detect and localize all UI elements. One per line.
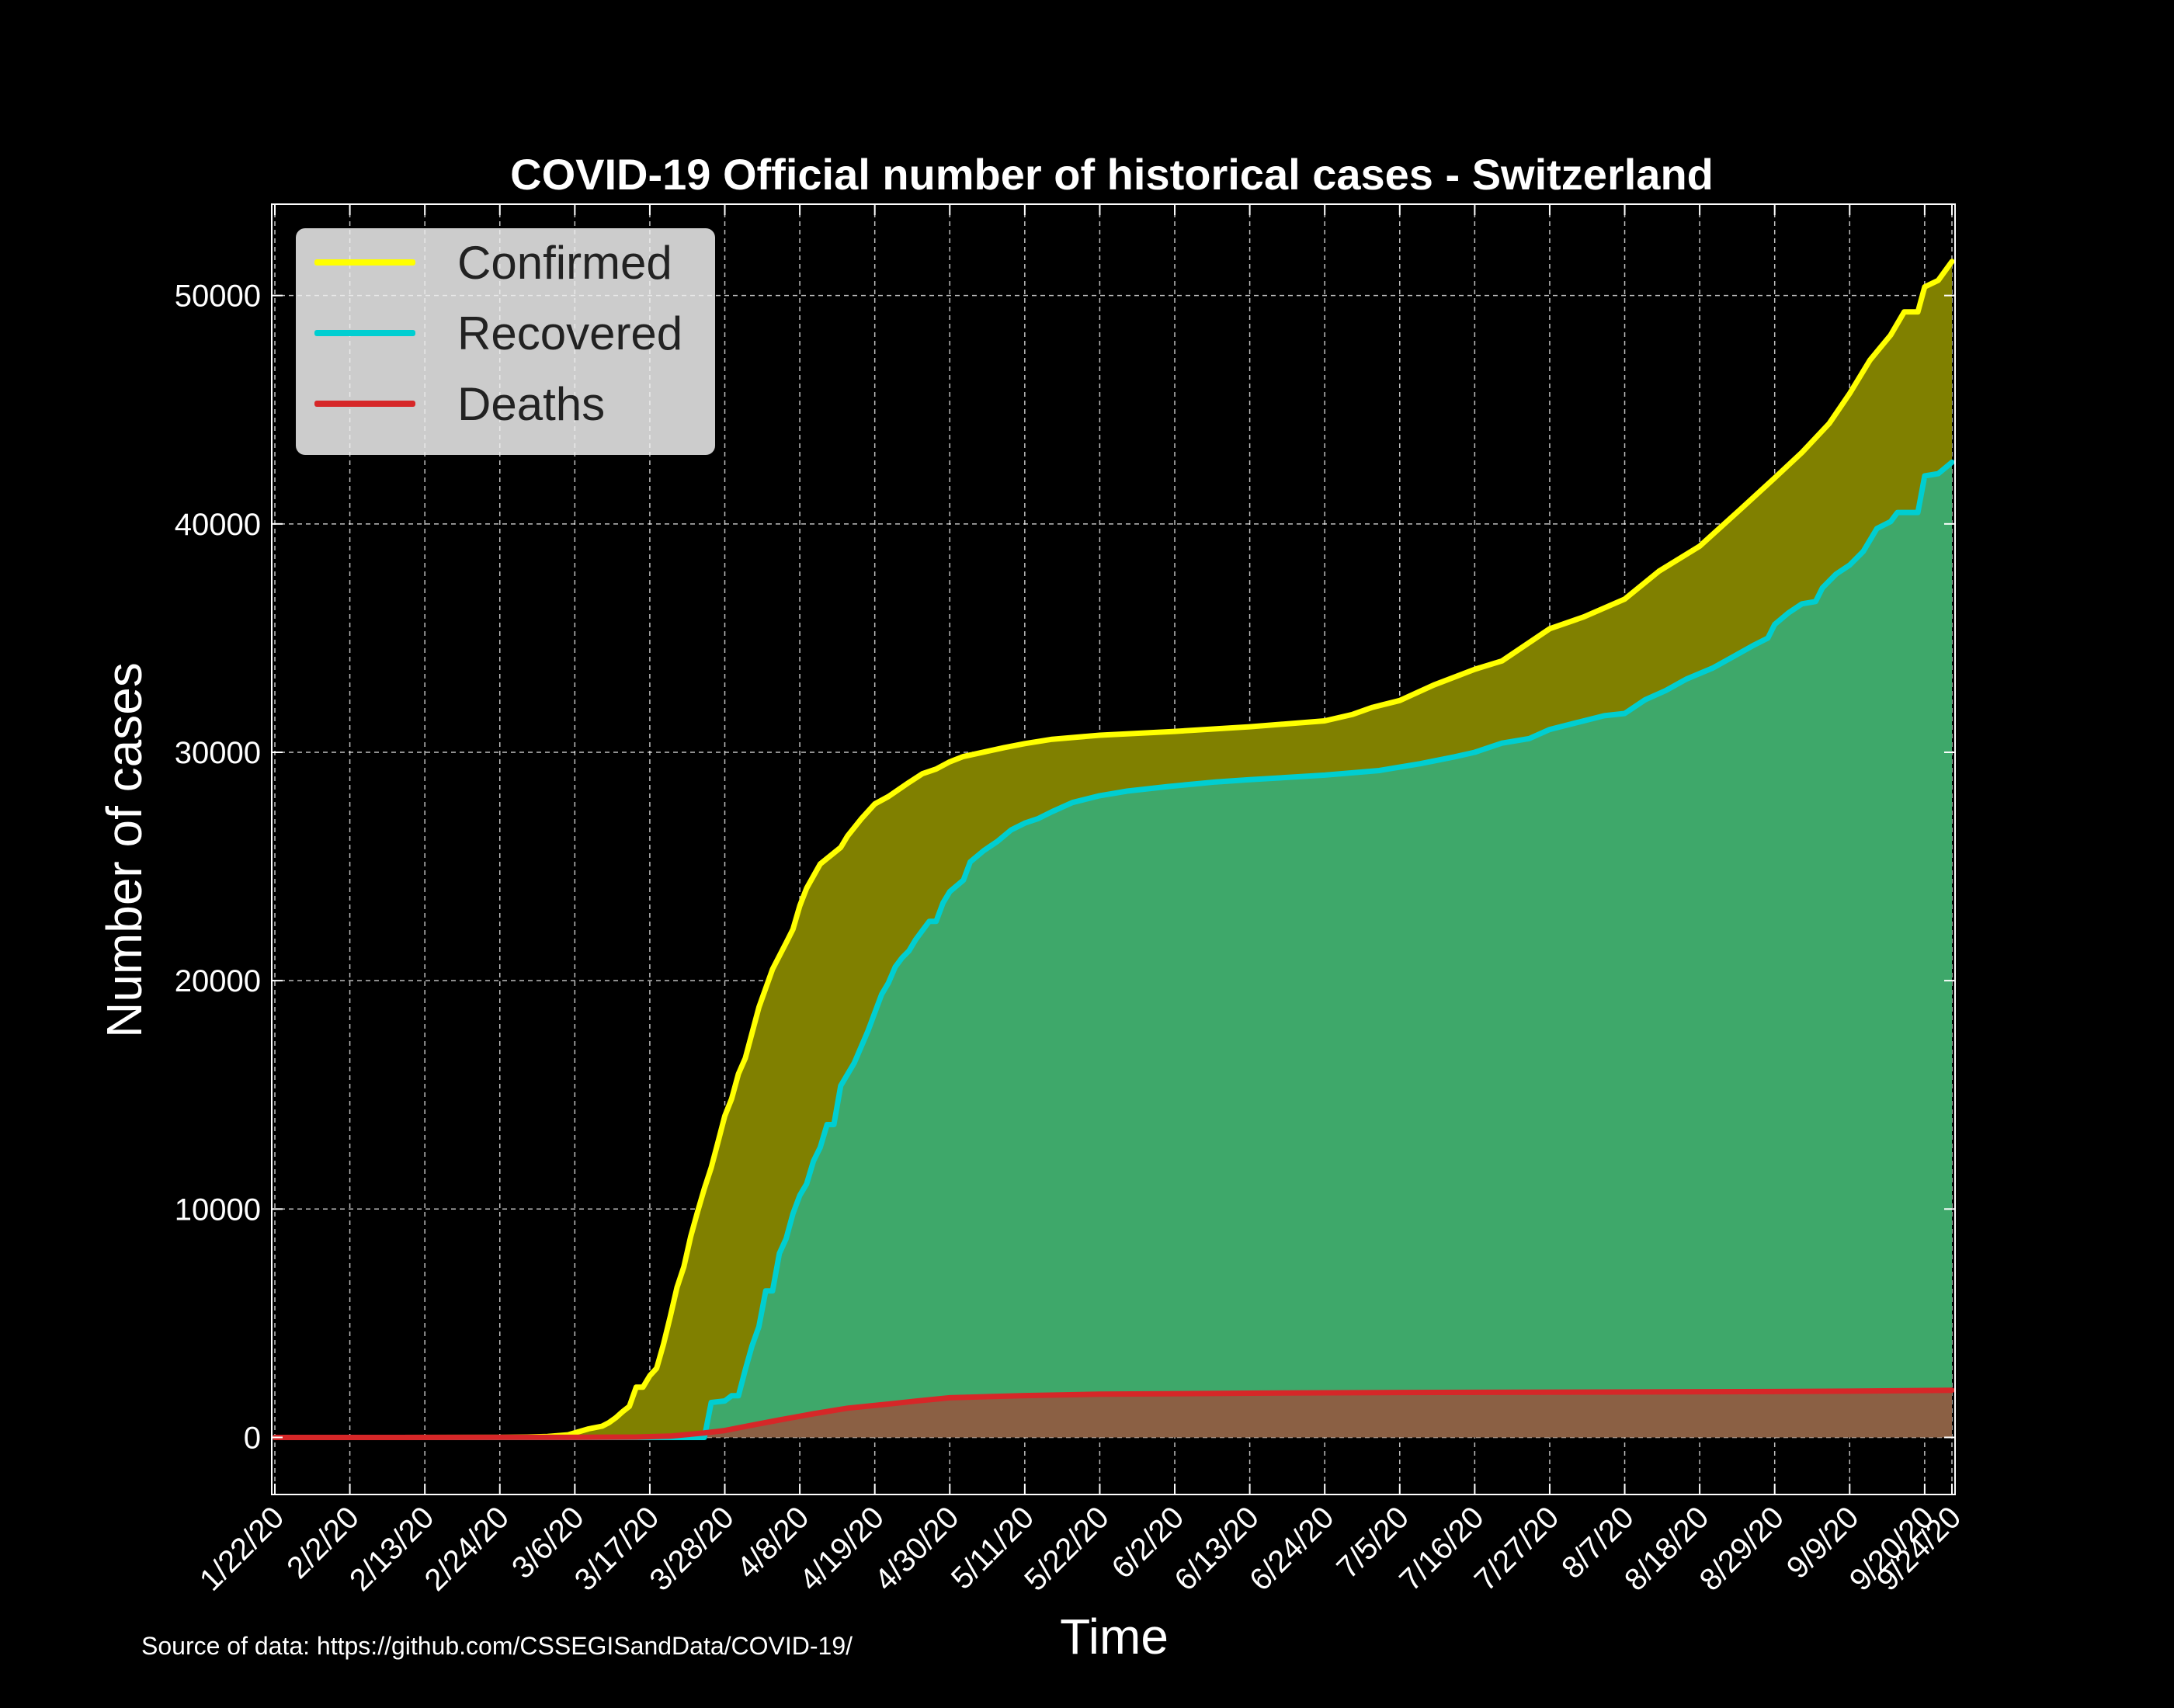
x-tick-label: 2/13/20 xyxy=(343,1500,440,1597)
chart-title: COVID-19 Official number of historical c… xyxy=(510,150,1714,199)
x-tick-label: 5/22/20 xyxy=(1018,1500,1115,1597)
area-recovered xyxy=(275,462,1952,1438)
y-tick-label: 20000 xyxy=(175,964,261,998)
legend-swatch-deaths xyxy=(314,401,415,407)
y-tick-label: 50000 xyxy=(175,279,261,314)
legend: Confirmed Recovered Deaths xyxy=(296,228,715,455)
legend-item-deaths: Deaths xyxy=(314,373,605,435)
x-tick-label: 7/16/20 xyxy=(1393,1500,1490,1597)
area-deaths xyxy=(275,1390,1952,1438)
legend-label-deaths: Deaths xyxy=(457,377,606,430)
source-note: Source of data: https://github.com/CSSEG… xyxy=(141,1632,853,1660)
x-tick-label: 1/22/20 xyxy=(193,1500,290,1597)
x-tick-label: 8/18/20 xyxy=(1618,1500,1715,1597)
x-tick-label: 8/29/20 xyxy=(1693,1500,1790,1597)
line-deaths xyxy=(272,1387,1955,1440)
x-tick-label: 2/24/20 xyxy=(418,1500,516,1597)
line-recovered xyxy=(272,459,1955,1440)
plot-frame xyxy=(271,203,1956,1495)
line-confirmed xyxy=(272,259,1955,1440)
x-tick-label: 6/13/20 xyxy=(1168,1500,1265,1597)
area-fills xyxy=(275,261,1952,1438)
x-tick-label: 3/17/20 xyxy=(568,1500,665,1597)
x-tick-label: 7/27/20 xyxy=(1468,1500,1565,1597)
y-axis-label: Number of cases xyxy=(96,662,152,1038)
x-tick-label: 3/28/20 xyxy=(643,1500,740,1597)
x-axis-label: Time xyxy=(1060,1609,1169,1665)
y-tick-label: 40000 xyxy=(175,508,261,542)
y-tick-label: 0 xyxy=(244,1421,261,1455)
legend-label-recovered: Recovered xyxy=(457,307,683,359)
y-tick-label: 30000 xyxy=(175,736,261,770)
y-tick-label: 10000 xyxy=(175,1192,261,1227)
legend-swatch-confirmed xyxy=(314,259,415,266)
x-tick-label: 4/19/20 xyxy=(794,1500,891,1597)
legend-item-confirmed: Confirmed xyxy=(314,231,672,293)
legend-label-confirmed: Confirmed xyxy=(457,236,672,289)
legend-swatch-recovered xyxy=(314,330,415,336)
legend-item-recovered: Recovered xyxy=(314,302,682,364)
series-lines xyxy=(272,259,1955,1440)
x-tick-label: 4/30/20 xyxy=(868,1500,965,1597)
x-tick-label: 6/24/20 xyxy=(1243,1500,1340,1597)
